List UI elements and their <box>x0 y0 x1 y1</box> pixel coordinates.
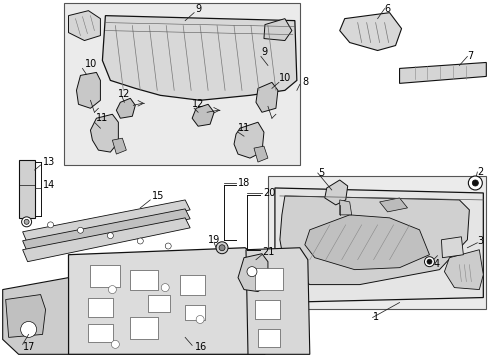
Polygon shape <box>192 104 214 126</box>
Circle shape <box>426 259 431 264</box>
Circle shape <box>161 284 169 292</box>
Circle shape <box>77 227 83 233</box>
Polygon shape <box>22 200 190 244</box>
Text: 21: 21 <box>262 247 274 257</box>
Text: 5: 5 <box>317 168 324 178</box>
Text: 17: 17 <box>22 342 35 352</box>
Polygon shape <box>279 196 468 285</box>
Polygon shape <box>22 218 190 262</box>
Text: 2: 2 <box>476 167 483 177</box>
Text: 12: 12 <box>192 99 204 109</box>
Text: 11: 11 <box>238 123 250 133</box>
Circle shape <box>468 176 481 190</box>
Text: 14: 14 <box>42 180 55 190</box>
Polygon shape <box>441 237 463 258</box>
Text: 13: 13 <box>42 157 55 167</box>
Circle shape <box>47 222 53 228</box>
Bar <box>258 329 279 347</box>
Polygon shape <box>399 62 486 84</box>
Circle shape <box>246 267 256 276</box>
Polygon shape <box>238 254 267 292</box>
Circle shape <box>24 219 29 224</box>
Polygon shape <box>68 248 264 354</box>
Circle shape <box>108 285 116 293</box>
Polygon shape <box>76 72 100 108</box>
Bar <box>130 318 158 339</box>
Polygon shape <box>264 19 291 41</box>
Circle shape <box>165 243 171 249</box>
Bar <box>88 324 113 342</box>
Polygon shape <box>112 138 126 154</box>
Polygon shape <box>255 82 277 112</box>
Text: 4: 4 <box>432 259 439 269</box>
Bar <box>254 268 283 289</box>
Bar <box>19 160 35 218</box>
Text: 11: 11 <box>96 113 108 123</box>
Text: 7: 7 <box>467 51 473 62</box>
Polygon shape <box>245 248 309 354</box>
Polygon shape <box>6 294 45 337</box>
Text: 16: 16 <box>195 342 207 352</box>
Text: 8: 8 <box>302 77 308 87</box>
Circle shape <box>107 233 113 239</box>
Text: 10: 10 <box>84 59 97 69</box>
Text: 12: 12 <box>118 89 130 99</box>
Polygon shape <box>116 98 135 118</box>
Bar <box>267 176 486 310</box>
Bar <box>130 270 158 289</box>
Polygon shape <box>234 122 264 158</box>
Bar <box>90 265 120 287</box>
Bar <box>88 298 113 318</box>
Circle shape <box>216 242 227 254</box>
Text: 20: 20 <box>263 188 275 198</box>
Circle shape <box>424 257 433 267</box>
Polygon shape <box>102 15 296 100</box>
Bar <box>180 275 204 294</box>
Bar <box>148 294 170 312</box>
Text: 6: 6 <box>384 4 390 14</box>
Text: 9: 9 <box>195 4 201 14</box>
Circle shape <box>21 217 32 227</box>
Circle shape <box>137 238 143 244</box>
Polygon shape <box>253 146 267 162</box>
Text: 3: 3 <box>476 236 483 246</box>
Polygon shape <box>339 200 351 215</box>
Circle shape <box>219 245 224 251</box>
Text: 18: 18 <box>238 178 250 188</box>
Polygon shape <box>304 215 428 270</box>
Circle shape <box>111 340 119 348</box>
Text: 10: 10 <box>278 73 290 84</box>
Polygon shape <box>68 11 100 41</box>
Text: 15: 15 <box>152 191 164 201</box>
Polygon shape <box>2 278 68 354</box>
Bar <box>254 300 279 319</box>
Polygon shape <box>444 250 482 289</box>
Polygon shape <box>379 198 407 212</box>
Polygon shape <box>339 13 401 50</box>
Polygon shape <box>324 180 347 205</box>
Polygon shape <box>22 209 190 253</box>
Bar <box>63 3 299 165</box>
Text: 9: 9 <box>261 48 266 58</box>
Circle shape <box>196 315 203 323</box>
Text: 19: 19 <box>208 235 220 245</box>
Text: 1: 1 <box>372 312 378 323</box>
Circle shape <box>20 321 37 337</box>
Bar <box>185 305 204 320</box>
Polygon shape <box>90 114 118 152</box>
Polygon shape <box>274 188 482 302</box>
Circle shape <box>471 180 477 186</box>
